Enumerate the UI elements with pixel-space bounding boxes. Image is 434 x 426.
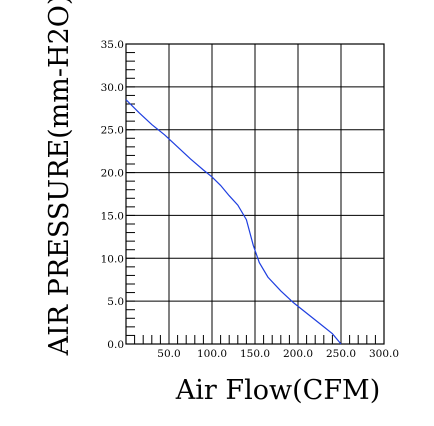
y-tick-label: 20.0 (101, 168, 124, 180)
x-tick-labels: 50.0 100.0 150.0 200.0 250.0 300.0 (157, 348, 399, 360)
y-tick-label: 10.0 (101, 253, 124, 265)
series-layer (125, 99, 342, 345)
y-tick-label: 15.0 (101, 210, 124, 222)
y-tick-label: 5.0 (107, 296, 124, 308)
y-tick-labels: 0.0 5.0 10.0 15.0 20.0 25.0 30.0 35.0 (101, 39, 124, 351)
y-tick-label: 0.0 (107, 339, 124, 351)
x-tick-label: 300.0 (369, 348, 399, 360)
x-tick-label: 200.0 (283, 348, 313, 360)
y-tick-label: 25.0 (101, 125, 124, 137)
y-tick-label: 35.0 (101, 39, 124, 51)
y-axis-title: AIR PRESSURE(mm-H2O) (44, 0, 75, 356)
x-axis-title: Air Flow(CFM) (175, 375, 380, 406)
grid-layer (126, 44, 384, 344)
series-line (125, 99, 342, 345)
x-tick-label: 150.0 (240, 348, 270, 360)
x-tick-label: 250.0 (326, 348, 356, 360)
y-tick-label: 30.0 (101, 82, 124, 94)
x-tick-label: 50.0 (157, 348, 180, 360)
minor-ticks (126, 52, 376, 344)
x-tick-label: 100.0 (197, 348, 227, 360)
